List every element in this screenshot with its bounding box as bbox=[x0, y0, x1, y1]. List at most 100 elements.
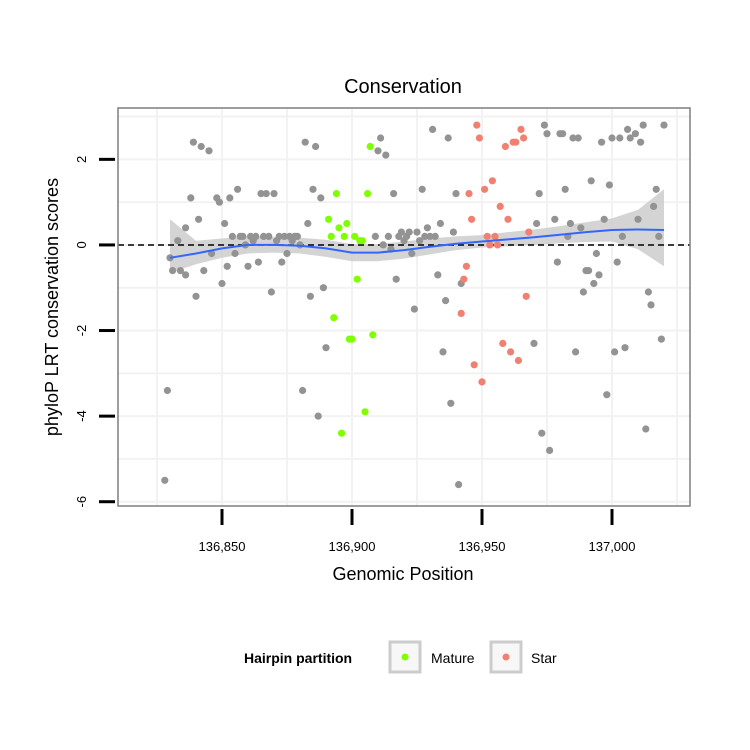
confidence-band-area bbox=[170, 189, 664, 273]
point-other bbox=[405, 228, 413, 236]
point-other bbox=[650, 202, 658, 210]
legend-dot-mature bbox=[401, 653, 409, 661]
legend-key-mature bbox=[388, 640, 422, 674]
point-other bbox=[421, 232, 429, 240]
point-other bbox=[436, 219, 444, 228]
point-other bbox=[161, 476, 169, 484]
point-mature bbox=[369, 331, 377, 339]
point-other bbox=[382, 151, 390, 159]
point-other bbox=[655, 232, 663, 240]
point-other bbox=[429, 125, 437, 133]
point-other bbox=[182, 224, 190, 232]
point-star bbox=[514, 356, 523, 365]
point-other bbox=[319, 284, 327, 292]
point-other bbox=[218, 279, 226, 288]
point-other bbox=[397, 228, 405, 236]
point-other bbox=[416, 237, 424, 245]
point-other bbox=[535, 190, 543, 198]
point-other bbox=[652, 185, 660, 193]
point-other bbox=[270, 190, 278, 198]
point-other bbox=[647, 301, 655, 309]
y-tick-label: -2 bbox=[74, 325, 89, 337]
point-other bbox=[559, 130, 567, 138]
point-other bbox=[244, 262, 252, 270]
point-other bbox=[192, 292, 200, 300]
point-other bbox=[379, 241, 387, 249]
point-other bbox=[169, 267, 177, 275]
point-star bbox=[501, 142, 509, 151]
point-mature bbox=[361, 408, 369, 416]
point-other bbox=[215, 198, 223, 206]
point-other bbox=[221, 219, 229, 228]
point-other bbox=[624, 125, 632, 133]
point-other bbox=[163, 386, 171, 395]
point-other bbox=[306, 292, 314, 300]
point-other bbox=[577, 224, 585, 232]
point-other bbox=[260, 232, 268, 240]
point-other bbox=[538, 429, 546, 437]
point-other bbox=[205, 147, 213, 155]
point-other bbox=[226, 194, 234, 202]
point-other bbox=[267, 288, 275, 296]
legend-item-star: Star bbox=[489, 640, 557, 674]
point-other bbox=[301, 138, 309, 146]
point-other bbox=[592, 249, 601, 258]
point-other bbox=[605, 181, 614, 189]
point-other bbox=[174, 237, 182, 245]
smooth-line bbox=[169, 228, 665, 259]
point-other bbox=[533, 219, 541, 228]
point-other bbox=[553, 258, 562, 266]
point-other bbox=[600, 215, 608, 223]
point-other bbox=[275, 232, 283, 240]
point-other bbox=[314, 412, 322, 420]
point-other bbox=[587, 177, 595, 185]
point-other bbox=[608, 134, 616, 142]
point-other bbox=[569, 134, 577, 142]
y-tick-label: 2 bbox=[74, 156, 89, 163]
legend-item-mature: Mature bbox=[388, 640, 475, 674]
point-mature bbox=[351, 232, 359, 240]
point-other bbox=[426, 232, 434, 240]
point-other bbox=[239, 232, 247, 240]
point-other bbox=[265, 232, 273, 240]
point-other bbox=[304, 219, 312, 228]
point-mature bbox=[366, 142, 374, 151]
point-other bbox=[439, 348, 447, 356]
point-star bbox=[478, 378, 486, 386]
point-other bbox=[374, 147, 382, 155]
point-mature bbox=[332, 190, 340, 198]
point-other bbox=[231, 249, 239, 258]
point-other bbox=[278, 258, 286, 266]
point-other bbox=[444, 134, 452, 142]
point-other bbox=[449, 228, 457, 236]
legend-label-mature: Mature bbox=[431, 650, 475, 666]
point-other bbox=[299, 386, 307, 395]
point-other bbox=[603, 391, 611, 399]
x-tick-label: 136,900 bbox=[329, 539, 376, 554]
point-other bbox=[280, 232, 288, 240]
point-other bbox=[447, 399, 455, 407]
point-other bbox=[618, 232, 627, 240]
smooth-curve bbox=[169, 228, 665, 259]
point-other bbox=[408, 249, 416, 258]
point-star bbox=[481, 185, 489, 193]
point-other bbox=[182, 271, 190, 279]
point-other bbox=[530, 339, 538, 347]
x-tick-label: 137,000 bbox=[589, 539, 636, 554]
point-other bbox=[176, 267, 184, 275]
point-other bbox=[613, 258, 621, 266]
point-other bbox=[572, 348, 580, 356]
point-other bbox=[254, 258, 262, 266]
point-other bbox=[566, 219, 575, 228]
point-other bbox=[283, 249, 291, 258]
point-other bbox=[631, 130, 640, 138]
point-other bbox=[611, 348, 619, 356]
point-star bbox=[507, 348, 515, 356]
point-other bbox=[200, 267, 208, 275]
point-mature bbox=[325, 215, 333, 223]
point-other bbox=[543, 130, 551, 138]
point-star bbox=[483, 232, 491, 240]
point-star bbox=[496, 202, 504, 210]
point-other bbox=[616, 134, 624, 142]
point-other bbox=[392, 275, 400, 283]
